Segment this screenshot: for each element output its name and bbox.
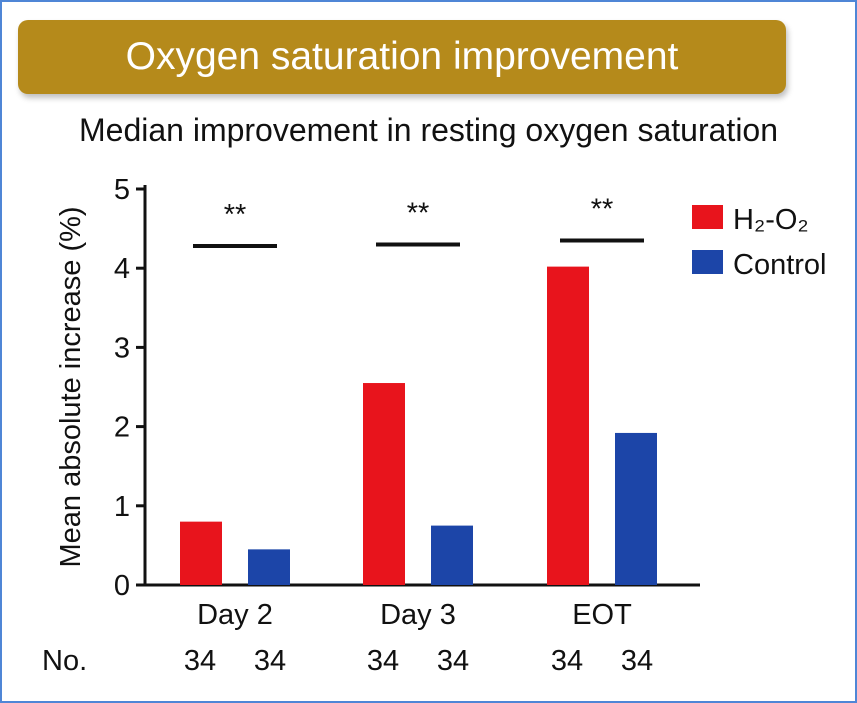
- legend-swatch-control: [692, 250, 723, 274]
- legend-label-control: Control: [733, 249, 827, 281]
- n-value: 34: [184, 645, 216, 677]
- chart-subtitle: Median improvement in resting oxygen sat…: [78, 112, 779, 148]
- banner-title: Oxygen saturation improvement: [125, 35, 679, 78]
- x-tick-label: Day 2: [197, 599, 273, 631]
- bar-control-day-2: [248, 549, 290, 585]
- x-tick-label: EOT: [572, 599, 632, 631]
- n-value: 34: [551, 645, 583, 677]
- title-banner: Oxygen saturation improvement: [18, 20, 786, 94]
- bar-h2o2-day-2: [180, 521, 222, 585]
- n-value: 34: [437, 645, 469, 677]
- bar-h2o2-day-3: [363, 383, 405, 585]
- n-value: 34: [367, 645, 399, 677]
- x-tick-label: Day 3: [380, 599, 456, 631]
- y-axis-label: Mean absolute increase (%): [55, 206, 87, 567]
- y-tick-label: 3: [114, 332, 130, 364]
- bar-control-eot: [615, 432, 657, 585]
- legend-label-h2o2: H₂-O₂: [733, 204, 809, 236]
- n-value: 34: [621, 645, 653, 677]
- significance-label: **: [224, 199, 247, 231]
- y-tick-label: 1: [114, 491, 130, 523]
- y-tick-label: 4: [114, 253, 130, 285]
- legend-swatch-h2o2: [692, 205, 723, 229]
- y-tick-label: 0: [114, 570, 130, 602]
- significance-label: **: [407, 197, 430, 229]
- bar-h2o2-eot: [547, 266, 589, 585]
- n-value: 34: [254, 645, 286, 677]
- bar-control-day-3: [431, 525, 473, 585]
- y-tick-label: 2: [114, 412, 130, 444]
- y-tick-label: 5: [114, 174, 130, 206]
- n-row-label: No.: [42, 645, 87, 677]
- significance-label: **: [591, 193, 614, 225]
